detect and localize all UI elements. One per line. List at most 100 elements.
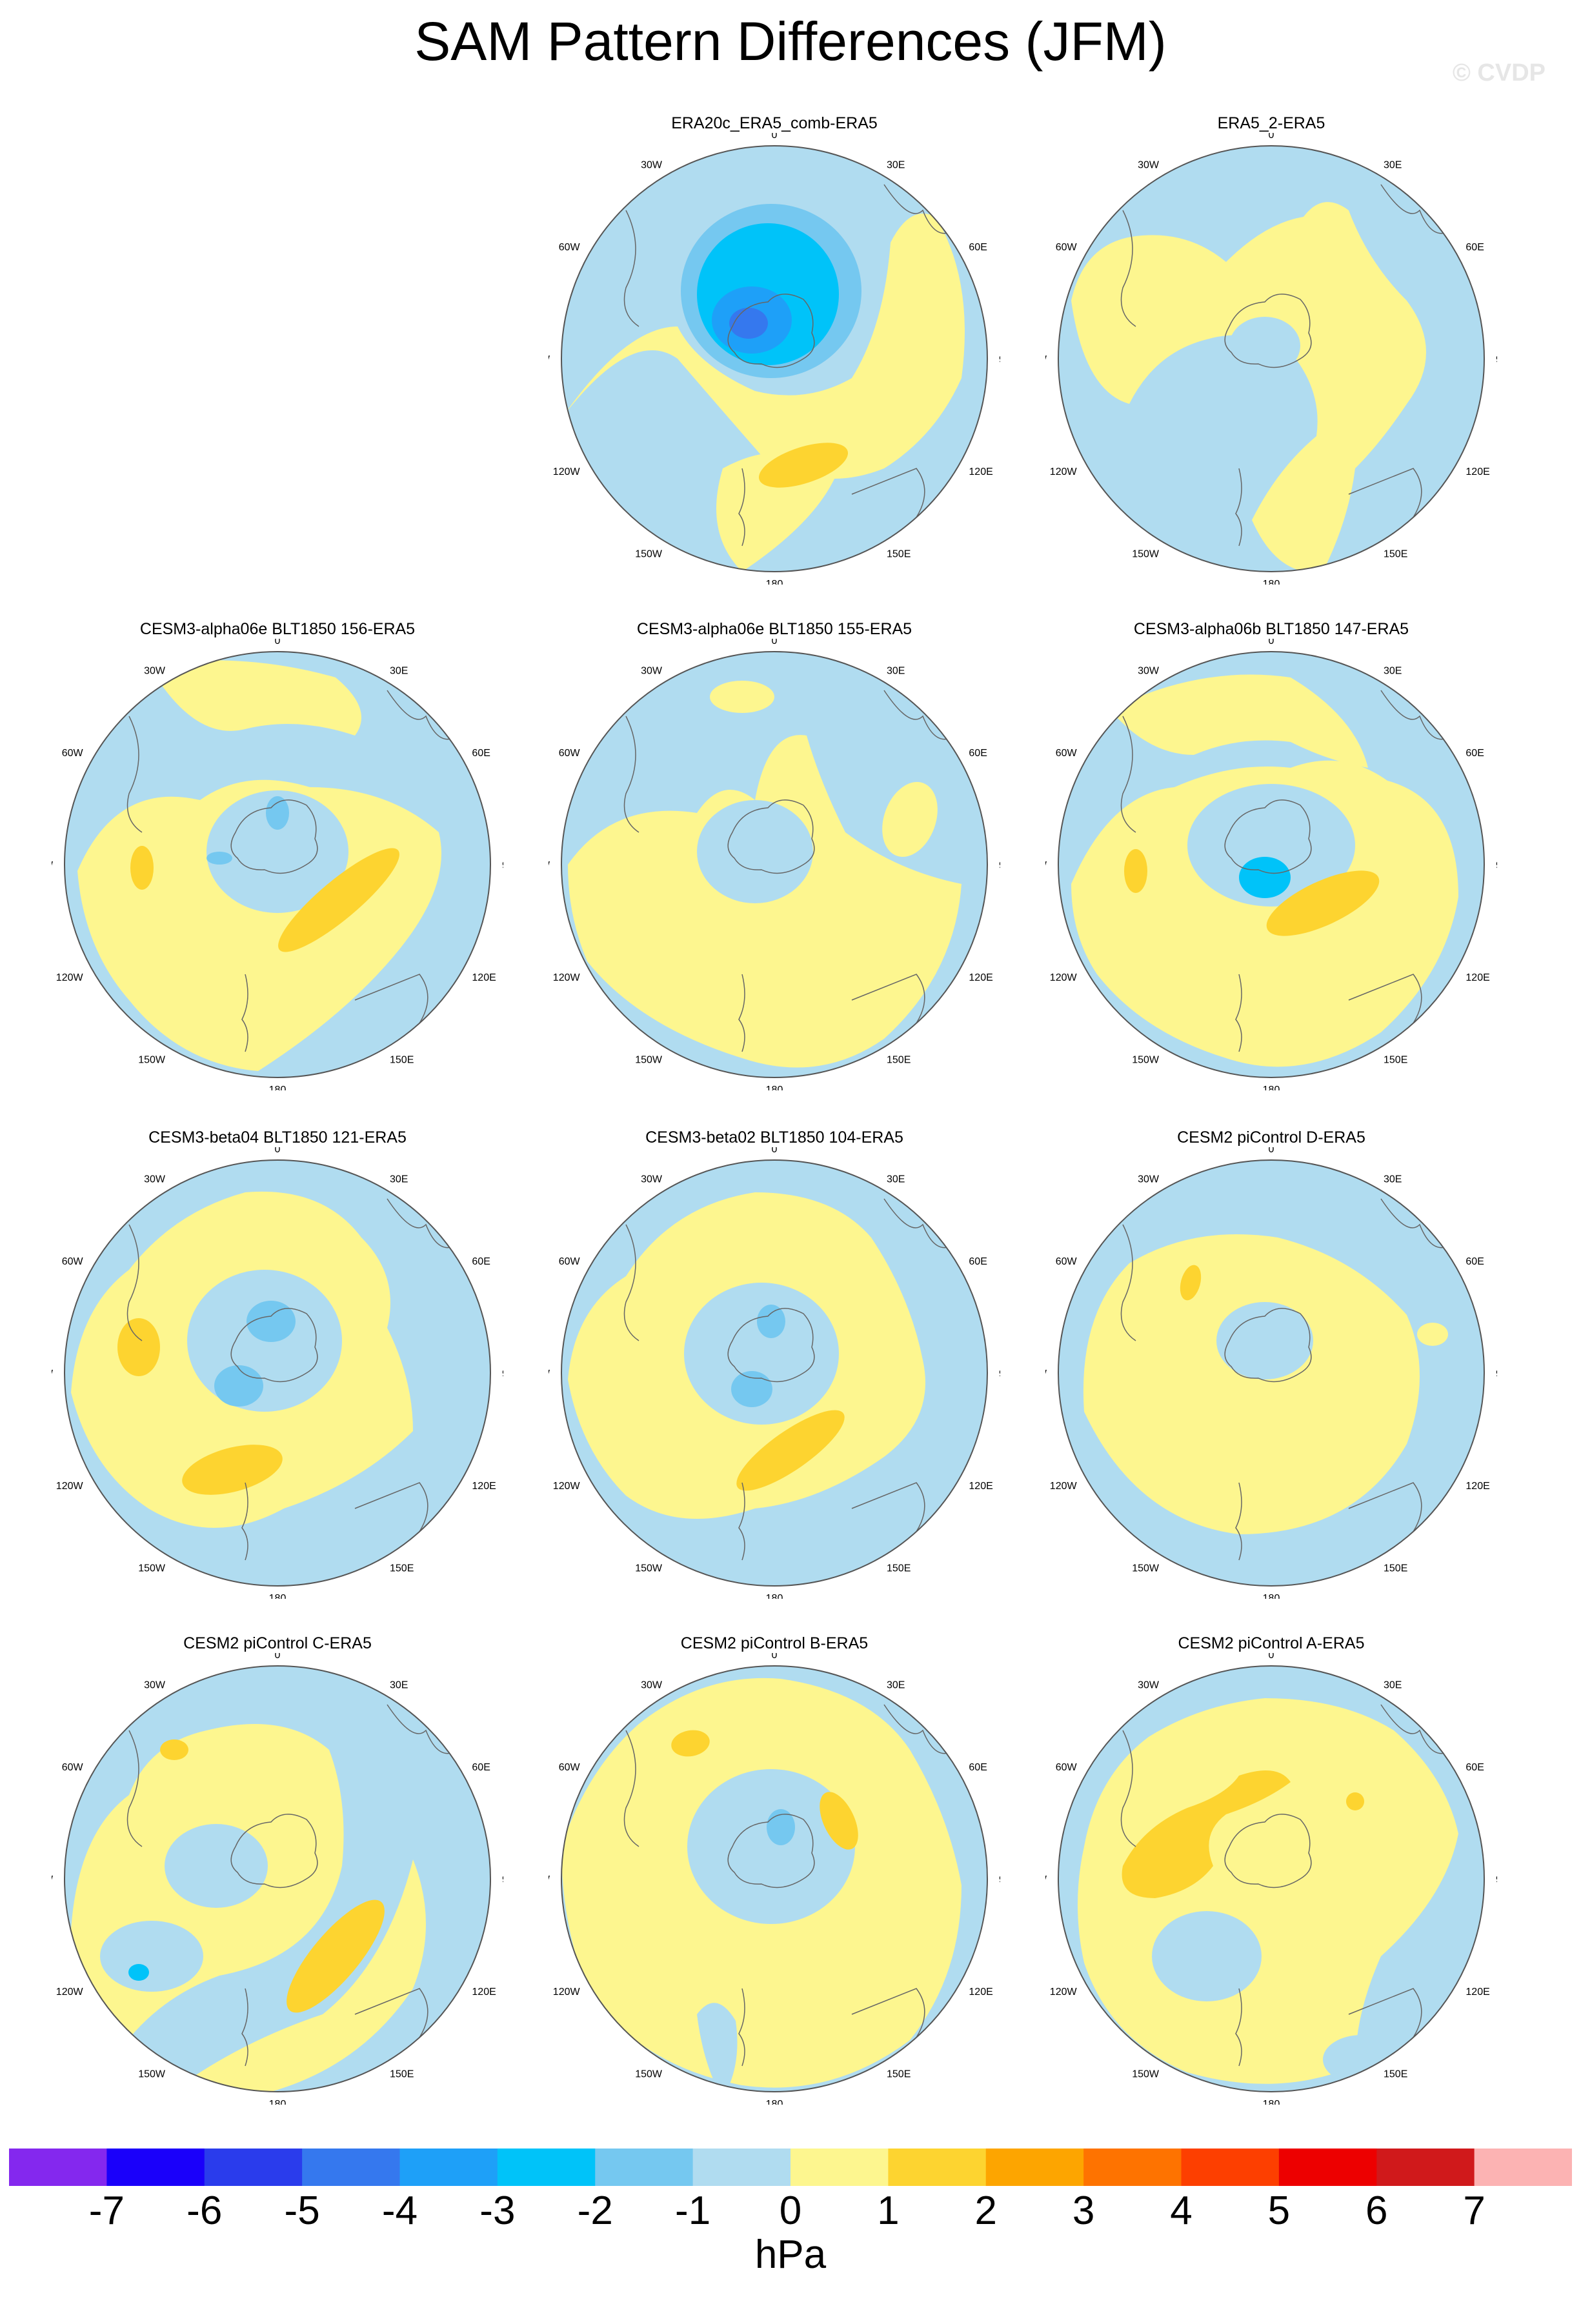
figure-title: SAM Pattern Differences (JFM) <box>414 11 1167 72</box>
polar-map: 0 30E 60E 90E 120E 150E 180 150W 120W 90W 60W 30W <box>1045 1147 1497 1599</box>
longitude-label: 30E <box>1384 1174 1402 1185</box>
longitude-label: 150E <box>1384 1563 1407 1574</box>
longitude-label: 120W <box>1050 972 1078 983</box>
longitude-label: 30W <box>1138 160 1160 171</box>
longitude-label: 150E <box>1384 548 1407 559</box>
longitude-label: 180 <box>1263 1593 1280 1599</box>
anomaly-contour-region <box>882 781 938 857</box>
panel-title: CESM3-alpha06b BLT1850 147-ERA5 <box>1133 620 1409 638</box>
anomaly-contour-region <box>1083 1234 1420 1534</box>
longitude-label: 60W <box>62 1762 84 1773</box>
antarctica-coastline <box>727 1814 815 1888</box>
polar-map: 0 30E 60E 90E 120E 150E 180 150W 120W 90W 60W 30W <box>1045 639 1497 1090</box>
coastlines <box>623 1704 956 2067</box>
anomaly-contour-region <box>287 1899 385 2013</box>
map-boundary <box>561 1665 988 2092</box>
longitude-label: 90W <box>1045 860 1047 871</box>
longitude-label: 120E <box>472 1481 496 1492</box>
continent-coastline <box>1235 974 1242 1052</box>
polar-map: 0 30E 60E 90E 120E 150E 180 150W 120W 90W 60W 30W <box>52 1653 503 2105</box>
longitude-label: 30E <box>1384 666 1402 677</box>
longitude-label: 30W <box>1138 1174 1160 1185</box>
longitude-label: 90E <box>999 1368 1000 1379</box>
panel-title: CESM2 piControl A-ERA5 <box>1178 1634 1365 1652</box>
longitude-label: 30E <box>1384 160 1402 171</box>
colorbar-tick-label: 5 <box>1267 2189 1291 2233</box>
longitude-label: 60W <box>62 748 84 759</box>
coastlines <box>623 690 956 1052</box>
continent-coastline <box>1120 210 1136 327</box>
longitude-label: 60W <box>1056 242 1078 253</box>
longitude-label: 60E <box>969 1762 987 1773</box>
longitude-label: 180 <box>269 2099 287 2105</box>
longitude-label: 150E <box>390 2069 414 2079</box>
antarctica-coastline <box>727 799 815 874</box>
anomaly-contour-region <box>214 1365 263 1407</box>
anomaly-contour-region <box>1346 1792 1364 1810</box>
anomaly-contour-region <box>697 800 813 903</box>
continent-coastline <box>241 974 248 1052</box>
continent-coastline <box>387 1704 459 1754</box>
longitude-label: 60E <box>1465 1762 1484 1773</box>
continent-coastline <box>883 690 956 740</box>
anomaly-contour-region <box>1071 760 1458 1067</box>
longitude-label: 30E <box>390 1174 408 1185</box>
longitude-label: 90E <box>502 1368 503 1379</box>
anomaly-contour-region <box>697 2003 738 2092</box>
continent-coastline <box>1235 1988 1242 2067</box>
longitude-label: 120E <box>1465 466 1489 477</box>
longitude-label: 180 <box>766 1085 783 1090</box>
anomaly-contour-region <box>266 796 289 830</box>
colorbar-tick-label: 2 <box>974 2189 997 2233</box>
longitude-label: 150W <box>1132 2069 1160 2079</box>
continent-coastline <box>1120 1730 1136 1847</box>
longitude-label: 60E <box>472 748 490 759</box>
polar-map: 0 30E 60E 90E 120E 150E 180 150W 120W 90W 60W 30W <box>549 1653 1000 2105</box>
colorbar-box <box>790 2149 889 2186</box>
antarctica-coastline <box>1224 1308 1312 1383</box>
colorbar-box <box>9 2149 107 2186</box>
coastlines <box>1120 1198 1453 1561</box>
longitude-label: 60W <box>62 1256 84 1267</box>
anomaly-contour-region <box>1124 849 1147 893</box>
longitude-label: 150W <box>635 1054 663 1065</box>
continent-coastline <box>623 1730 639 1847</box>
longitude-label: 180 <box>269 1593 287 1599</box>
anomaly-contour-region <box>757 1305 785 1338</box>
longitude-label: 150W <box>635 2069 663 2079</box>
longitude-label: 150W <box>635 548 663 559</box>
polar-map: 0 30E 60E 90E 120E 150E 180 150W 120W 90W 60W 30W <box>549 639 1000 1090</box>
colorbar-box <box>1278 2149 1377 2186</box>
longitude-label: 90E <box>999 1874 1000 1885</box>
colorbar-tick-label: 1 <box>877 2189 900 2233</box>
coastlines <box>623 1198 956 1561</box>
panel-title: CESM2 piControl D-ERA5 <box>1177 1128 1365 1147</box>
colorbar-tick-label: 3 <box>1072 2189 1095 2233</box>
longitude-label: 30E <box>887 1680 905 1691</box>
longitude-label: 120W <box>1050 1987 1078 1998</box>
longitude-label: 180 <box>1263 2099 1280 2105</box>
longitude-label: 150W <box>138 2069 166 2079</box>
map-boundary <box>561 145 988 572</box>
anomaly-contour-region <box>767 1809 795 1845</box>
anomaly-contour-region <box>247 1301 296 1342</box>
continent-coastline <box>241 1988 248 2067</box>
longitude-label: 180 <box>1263 579 1280 585</box>
longitude-label: 60W <box>1056 1762 1078 1773</box>
colorbar-box <box>1376 2149 1475 2186</box>
anomaly-contour-region <box>1417 1323 1448 1346</box>
longitude-label: 90E <box>1496 1874 1497 1885</box>
continent-coastline <box>883 1198 956 1248</box>
continent-coastline <box>623 716 639 833</box>
anomaly-contour-region <box>148 660 361 736</box>
colorbar-tick-label: -2 <box>577 2189 613 2233</box>
panel-title: CESM3-beta02 BLT1850 104-ERA5 <box>645 1128 903 1147</box>
longitude-label: 0 <box>1269 1653 1274 1661</box>
anomaly-contour-region <box>684 1283 839 1425</box>
longitude-label: 90W <box>52 860 54 871</box>
continent-coastline <box>126 716 143 833</box>
longitude-label: 150E <box>390 1054 414 1065</box>
